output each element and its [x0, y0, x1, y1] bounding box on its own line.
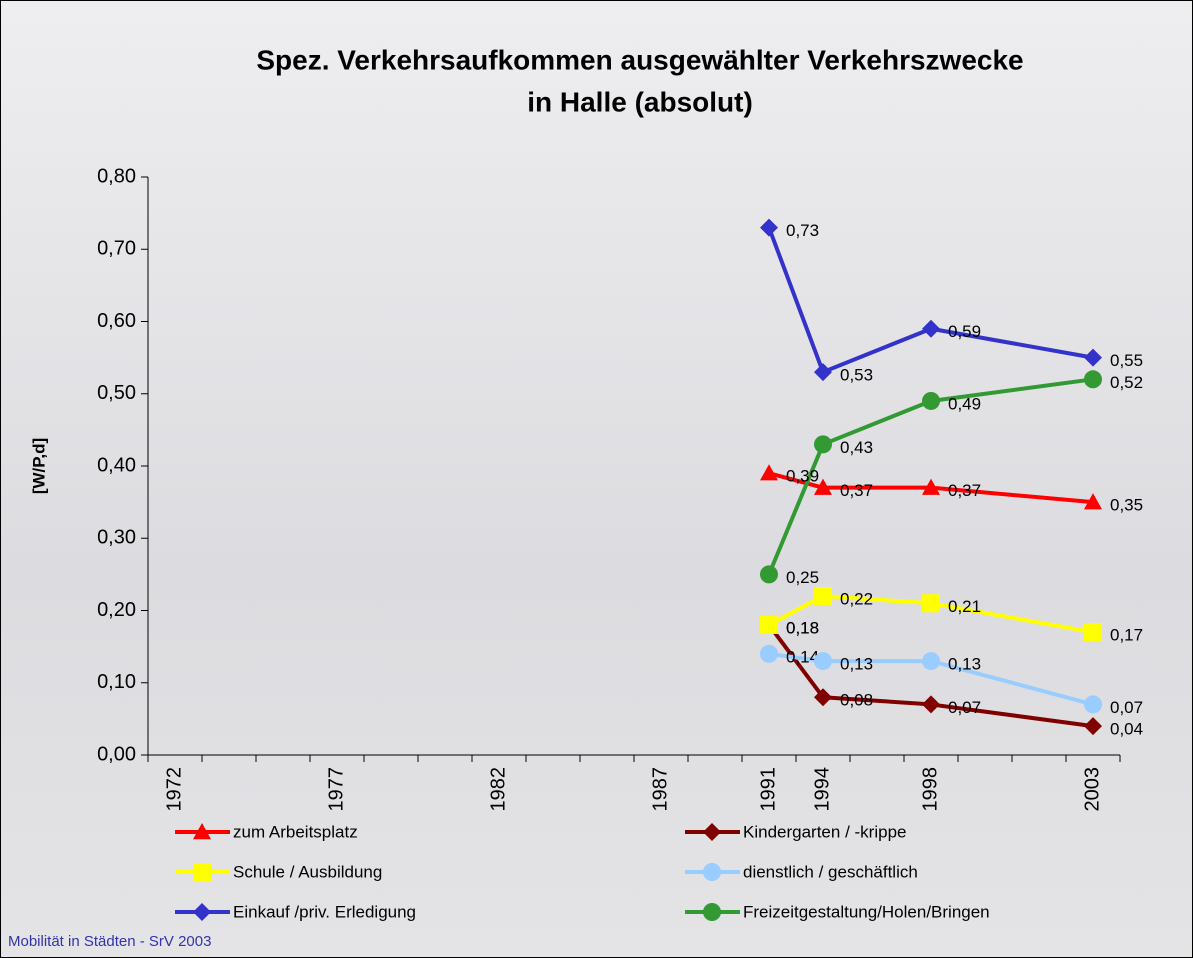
y-tick-label: 0,00: [97, 743, 136, 765]
data-label: 0,37: [840, 481, 873, 500]
marker: [922, 392, 940, 410]
x-tick-label: 1991: [757, 767, 779, 812]
marker: [922, 652, 940, 670]
x-tick-label: 1972: [163, 767, 185, 812]
data-label: 0,04: [1110, 720, 1143, 739]
data-label: 0,13: [840, 655, 873, 674]
x-tick-label: 2003: [1081, 767, 1103, 812]
y-tick-label: 0,80: [97, 165, 136, 187]
data-label: 0,39: [786, 467, 819, 486]
chart-title: Spez. Verkehrsaufkommen ausgewählter Ver…: [256, 44, 1023, 75]
marker: [1084, 623, 1102, 641]
marker: [760, 565, 778, 583]
marker: [814, 652, 832, 670]
y-tick-label: 0,60: [97, 310, 136, 332]
x-tick-label: 1982: [487, 767, 509, 812]
marker: [703, 863, 721, 881]
marker: [193, 863, 211, 881]
data-label: 0,17: [1110, 626, 1143, 645]
marker: [703, 903, 721, 921]
data-label: 0,55: [1110, 351, 1143, 370]
data-label: 0,18: [786, 618, 819, 637]
chart-title: in Halle (absolut): [527, 86, 753, 117]
marker: [760, 616, 778, 634]
legend-label: Kindergarten / -krippe: [743, 822, 906, 841]
y-tick-label: 0,50: [97, 382, 136, 404]
y-tick-label: 0,20: [97, 599, 136, 621]
legend-label: dienstlich / geschäftlich: [743, 862, 918, 881]
x-tick-label: 1987: [649, 767, 671, 812]
legend-label: zum Arbeitsplatz: [233, 822, 358, 841]
marker: [1084, 370, 1102, 388]
background: [1, 1, 1193, 958]
data-label: 0,13: [948, 655, 981, 674]
data-label: 0,37: [948, 481, 981, 500]
data-label: 0,07: [948, 698, 981, 717]
marker: [1084, 695, 1102, 713]
marker: [814, 435, 832, 453]
x-tick-label: 1977: [325, 767, 347, 812]
legend-label: Schule / Ausbildung: [233, 862, 382, 881]
data-label: 0,35: [1110, 496, 1143, 515]
data-label: 0,59: [948, 322, 981, 341]
y-tick-label: 0,10: [97, 671, 136, 693]
x-tick-label: 1998: [919, 767, 941, 812]
y-tick-label: 0,40: [97, 454, 136, 476]
footer: Mobilität in Städten - SrV 2003: [8, 933, 211, 950]
legend-label: Einkauf /priv. Erledigung: [233, 902, 416, 921]
data-label: 0,52: [1110, 373, 1143, 392]
x-tick-label: 1994: [811, 767, 833, 812]
chart: Spez. Verkehrsaufkommen ausgewählter Ver…: [0, 0, 1193, 958]
data-label: 0,25: [786, 568, 819, 587]
marker: [760, 645, 778, 663]
data-label: 0,49: [948, 394, 981, 413]
y-axis-label: [W/P,d]: [29, 438, 48, 494]
data-label: 0,21: [948, 597, 981, 616]
marker: [814, 587, 832, 605]
data-label: 0,53: [840, 366, 873, 385]
data-label: 0,43: [840, 438, 873, 457]
data-label: 0,08: [840, 691, 873, 710]
data-label: 0,73: [786, 221, 819, 240]
marker: [922, 594, 940, 612]
y-tick-label: 0,30: [97, 527, 136, 549]
y-tick-label: 0,70: [97, 238, 136, 260]
legend-label: Freizeitgestaltung/Holen/Bringen: [743, 902, 990, 921]
data-label: 0,14: [786, 647, 819, 666]
data-label: 0,22: [840, 590, 873, 609]
page: Spez. Verkehrsaufkommen ausgewählter Ver…: [0, 0, 1193, 958]
data-label: 0,07: [1110, 698, 1143, 717]
